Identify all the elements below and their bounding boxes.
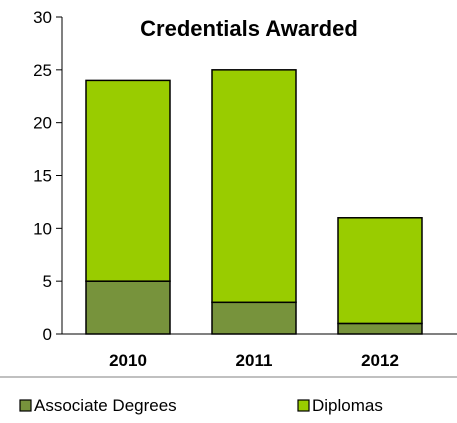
y-tick-label: 5 bbox=[43, 272, 52, 291]
y-tick-label: 10 bbox=[33, 219, 52, 238]
bar-2011-associate-degrees bbox=[211, 301, 297, 335]
y-tick-label: 20 bbox=[33, 114, 52, 133]
y-tick-label: 0 bbox=[43, 325, 52, 344]
category-labels: 2010 2011 2012 bbox=[109, 351, 399, 370]
bar-2012-associate-degrees bbox=[337, 322, 423, 335]
y-tick-label: 25 bbox=[33, 61, 52, 80]
chart-title: Credentials Awarded bbox=[140, 16, 358, 41]
bars bbox=[85, 69, 423, 335]
bar-2011-diplomas bbox=[211, 69, 297, 304]
y-tick-label: 30 bbox=[33, 8, 52, 27]
bar-2012-diplomas bbox=[337, 217, 423, 325]
legend[interactable]: Associate Degrees Diplomas bbox=[19, 396, 383, 415]
legend-swatch bbox=[297, 399, 310, 412]
x-category-label: 2012 bbox=[361, 351, 399, 370]
bar-2010-associate-degrees bbox=[85, 280, 171, 335]
bar-2010-diplomas bbox=[85, 79, 171, 282]
legend-swatch bbox=[19, 399, 32, 412]
y-tick-label: 15 bbox=[33, 167, 52, 186]
x-category-label: 2010 bbox=[109, 351, 147, 370]
legend-label: Associate Degrees bbox=[34, 396, 177, 415]
legend-label: Diplomas bbox=[312, 396, 383, 415]
x-category-label: 2011 bbox=[236, 351, 273, 370]
